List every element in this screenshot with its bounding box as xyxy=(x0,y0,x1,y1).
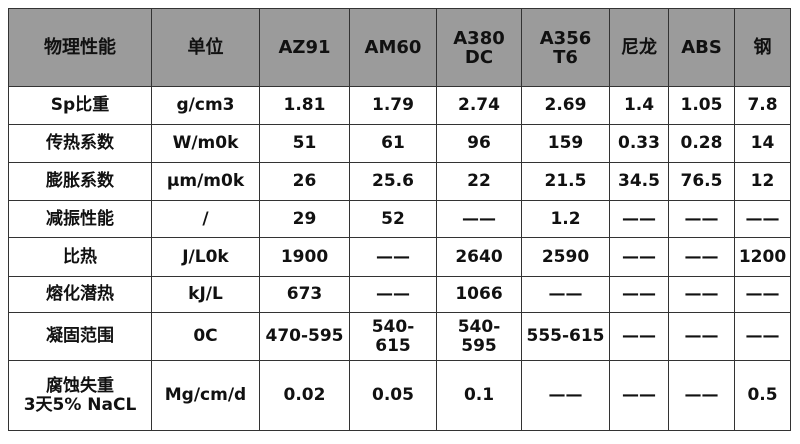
value-cell: 21.5 xyxy=(521,162,610,201)
header-cell: AM60 xyxy=(349,8,437,87)
value-cell: —— xyxy=(609,276,669,313)
value-cell: 96 xyxy=(436,124,522,163)
value-cell: 0.02 xyxy=(259,360,350,431)
unit-cell: / xyxy=(151,200,260,238)
value-cell: —— xyxy=(668,312,735,361)
header-cell: ABS xyxy=(668,8,735,87)
property-cell: 减振性能 xyxy=(8,200,152,238)
value-cell: —— xyxy=(668,200,735,238)
property-cell: Sp比重 xyxy=(8,86,152,125)
property-cell: 膨胀系数 xyxy=(8,162,152,201)
value-cell: —— xyxy=(521,360,610,431)
value-cell: 0.28 xyxy=(668,124,735,163)
value-cell: 52 xyxy=(349,200,437,238)
value-cell: 14 xyxy=(734,124,791,163)
value-cell: 1.79 xyxy=(349,86,437,125)
table-row: 比热 J/L0k 1900 —— 2640 2590 —— —— 1200 xyxy=(8,237,791,277)
value-cell: —— xyxy=(436,200,522,238)
value-cell: —— xyxy=(668,360,735,431)
unit-cell: g/cm3 xyxy=(151,86,260,125)
value-cell: —— xyxy=(609,312,669,361)
value-cell: 540- 595 xyxy=(436,312,522,361)
table-row: 凝固范围 0C 470-595 540- 615 540- 595 555-615 —— ——… xyxy=(8,312,791,361)
value-cell: 1.2 xyxy=(521,200,610,238)
value-cell: 1900 xyxy=(259,237,350,277)
value-cell: —— xyxy=(609,237,669,277)
value-cell: 0.5 xyxy=(734,360,791,431)
value-cell: 76.5 xyxy=(668,162,735,201)
table-row: 膨胀系数 μm/m0k 26 25.6 22 21.5 34.5 76.5 12 xyxy=(8,162,791,201)
value-cell: —— xyxy=(734,276,791,313)
table-row: 熔化潜热 kJ/L 673 —— 1066 —— —— —— —— xyxy=(8,276,791,313)
value-cell: 1.05 xyxy=(668,86,735,125)
table-row: 腐蚀失重 3天5% NaCL Mg/cm/d 0.02 0.05 0.1 —— —— —— 0.… xyxy=(8,360,791,431)
table-row: 减振性能/29 52 —— 1.2 —— —— —— xyxy=(8,200,791,238)
value-cell: 2.74 xyxy=(436,86,522,125)
unit-cell: 0C xyxy=(151,312,260,361)
data-table: 物理性能 单位 AZ91 AM60 A380 DC A356 T6 尼龙 ABS 钢 Sp比重 g/… xyxy=(8,8,791,431)
value-cell: —— xyxy=(734,200,791,238)
property-cell: 熔化潜热 xyxy=(8,276,152,313)
unit-cell: kJ/L xyxy=(151,276,260,313)
header-cell: 单位 xyxy=(151,8,260,87)
property-cell: 传热系数 xyxy=(8,124,152,163)
value-cell: 555-615 xyxy=(521,312,610,361)
value-cell: 34.5 xyxy=(609,162,669,201)
value-cell: 26 xyxy=(259,162,350,201)
value-cell: —— xyxy=(668,276,735,313)
value-cell: 2640 xyxy=(436,237,522,277)
header-cell: AZ91 xyxy=(259,8,350,87)
value-cell: —— xyxy=(521,276,610,313)
value-cell: 12 xyxy=(734,162,791,201)
value-cell: 1.4 xyxy=(609,86,669,125)
value-cell: 2590 xyxy=(521,237,610,277)
value-cell: —— xyxy=(609,200,669,238)
property-cell: 比热 xyxy=(8,237,152,277)
value-cell: —— xyxy=(668,237,735,277)
header-cell: 尼龙 xyxy=(609,8,669,87)
property-cell: 腐蚀失重 3天5% NaCL xyxy=(8,360,152,431)
value-cell: 540- 615 xyxy=(349,312,437,361)
unit-cell: W/m0k xyxy=(151,124,260,163)
value-cell: 673 xyxy=(259,276,350,313)
value-cell: 0.33 xyxy=(609,124,669,163)
unit-cell: J/L0k xyxy=(151,237,260,277)
value-cell: —— xyxy=(349,276,437,313)
unit-cell: Mg/cm/d xyxy=(151,360,260,431)
value-cell: 29 xyxy=(259,200,350,238)
value-cell: 25.6 xyxy=(349,162,437,201)
table-row: 传热系数 W/m0k 51 61 96 159 0.33 0.28 14 xyxy=(8,124,791,163)
header-cell: A356 T6 xyxy=(521,8,610,87)
value-cell: 0.05 xyxy=(349,360,437,431)
value-cell: 61 xyxy=(349,124,437,163)
table-row: Sp比重 g/cm3 1.81 1.79 2.74 2.69 1.4 1.05 7.8 xyxy=(8,86,791,125)
header-cell: 钢 xyxy=(734,8,791,87)
value-cell: 1066 xyxy=(436,276,522,313)
value-cell: 470-595 xyxy=(259,312,350,361)
value-cell: 0.1 xyxy=(436,360,522,431)
value-cell: 1200 xyxy=(734,237,791,277)
header-cell: 物理性能 xyxy=(8,8,152,87)
unit-cell: μm/m0k xyxy=(151,162,260,201)
value-cell: —— xyxy=(734,312,791,361)
value-cell: 22 xyxy=(436,162,522,201)
value-cell: —— xyxy=(609,360,669,431)
value-cell: 1.81 xyxy=(259,86,350,125)
value-cell: 51 xyxy=(259,124,350,163)
property-cell: 凝固范围 xyxy=(8,312,152,361)
value-cell: 7.8 xyxy=(734,86,791,125)
header-row: 物理性能 单位 AZ91 AM60 A380 DC A356 T6 尼龙 ABS 钢 xyxy=(8,8,791,87)
value-cell: 2.69 xyxy=(521,86,610,125)
value-cell: 159 xyxy=(521,124,610,163)
value-cell: —— xyxy=(349,237,437,277)
header-cell: A380 DC xyxy=(436,8,522,87)
